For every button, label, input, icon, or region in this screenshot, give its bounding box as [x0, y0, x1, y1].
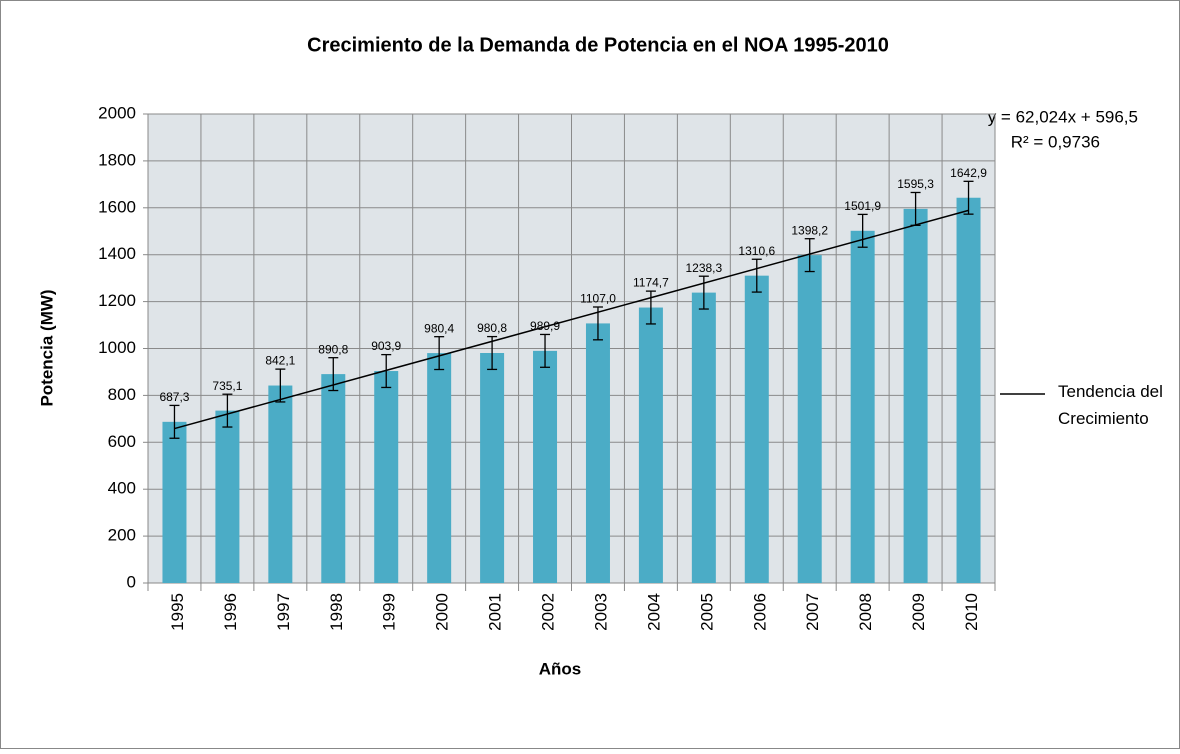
bar: [321, 374, 345, 583]
y-tick-label: 200: [108, 526, 136, 545]
value-label: 1501,9: [844, 199, 881, 213]
y-tick-label: 0: [127, 572, 136, 591]
x-tick-label: 2000: [433, 593, 452, 631]
value-label: 1174,7: [633, 276, 669, 290]
bar: [904, 209, 928, 583]
x-tick-label: 1995: [168, 593, 187, 631]
y-tick-label: 1600: [98, 197, 136, 216]
y-tick-label: 1800: [98, 150, 136, 169]
bar: [586, 323, 610, 583]
bar: [692, 293, 716, 583]
bar: [162, 422, 186, 583]
bar: [851, 231, 875, 583]
value-label: 1238,3: [685, 261, 722, 275]
value-label: 1595,3: [897, 177, 934, 191]
x-tick-label: 2010: [962, 593, 981, 631]
trend-r2: R² = 0,9736: [1011, 132, 1100, 151]
bar: [215, 411, 239, 583]
chart-title: Crecimiento de la Demanda de Potencia en…: [307, 34, 889, 56]
y-tick-label: 800: [108, 385, 136, 404]
bar: [427, 353, 451, 583]
x-tick-label: 1996: [221, 593, 240, 631]
bar: [480, 353, 504, 583]
x-tick-label: 2008: [856, 593, 875, 631]
y-tick-label: 400: [108, 479, 136, 498]
bar: [745, 276, 769, 583]
y-tick-label: 2000: [98, 103, 136, 122]
x-tick-label: 2006: [750, 593, 769, 631]
y-tick-label: 1200: [98, 291, 136, 310]
bar: [957, 198, 981, 583]
value-label: 1398,2: [791, 223, 828, 237]
x-tick-label: 1999: [380, 593, 399, 631]
x-tick-label: 2002: [539, 593, 558, 631]
x-tick-label: 2007: [803, 593, 822, 631]
x-tick-label: 1997: [274, 593, 293, 631]
legend: Tendencia del Crecimiento: [1058, 378, 1178, 468]
x-tick-label: 2004: [644, 593, 663, 631]
x-tick-label: 1998: [327, 593, 346, 631]
value-label: 980,4: [424, 321, 454, 335]
y-axis-label: Potencia (MW): [37, 289, 56, 406]
trend-equation: y = 62,024x + 596,5: [988, 107, 1138, 126]
y-tick-label: 1400: [98, 244, 136, 263]
bar: [268, 386, 292, 583]
value-label: 842,1: [265, 354, 295, 368]
x-tick-label: 2001: [486, 593, 505, 631]
x-tick-label: 2005: [697, 593, 716, 631]
legend-label: Tendencia del Crecimiento: [1058, 378, 1173, 432]
value-label: 1642,9: [950, 166, 987, 180]
bar: [798, 255, 822, 583]
bar: [533, 351, 557, 583]
value-label: 735,1: [212, 379, 242, 393]
value-label: 687,3: [159, 390, 189, 404]
x-axis-label: Años: [539, 659, 582, 678]
chart: Crecimiento de la Demanda de Potencia en…: [0, 0, 1180, 749]
value-label: 1107,0: [580, 292, 616, 306]
x-tick-label: 2003: [591, 593, 610, 631]
bar: [639, 308, 663, 583]
value-label: 903,9: [371, 339, 401, 353]
value-label: 980,8: [477, 321, 507, 335]
y-tick-label: 600: [108, 432, 136, 451]
value-label: 1310,6: [738, 244, 775, 258]
y-tick-label: 1000: [98, 338, 136, 357]
x-tick-label: 2009: [909, 593, 928, 631]
value-label: 890,8: [318, 342, 348, 356]
bar: [374, 371, 398, 583]
